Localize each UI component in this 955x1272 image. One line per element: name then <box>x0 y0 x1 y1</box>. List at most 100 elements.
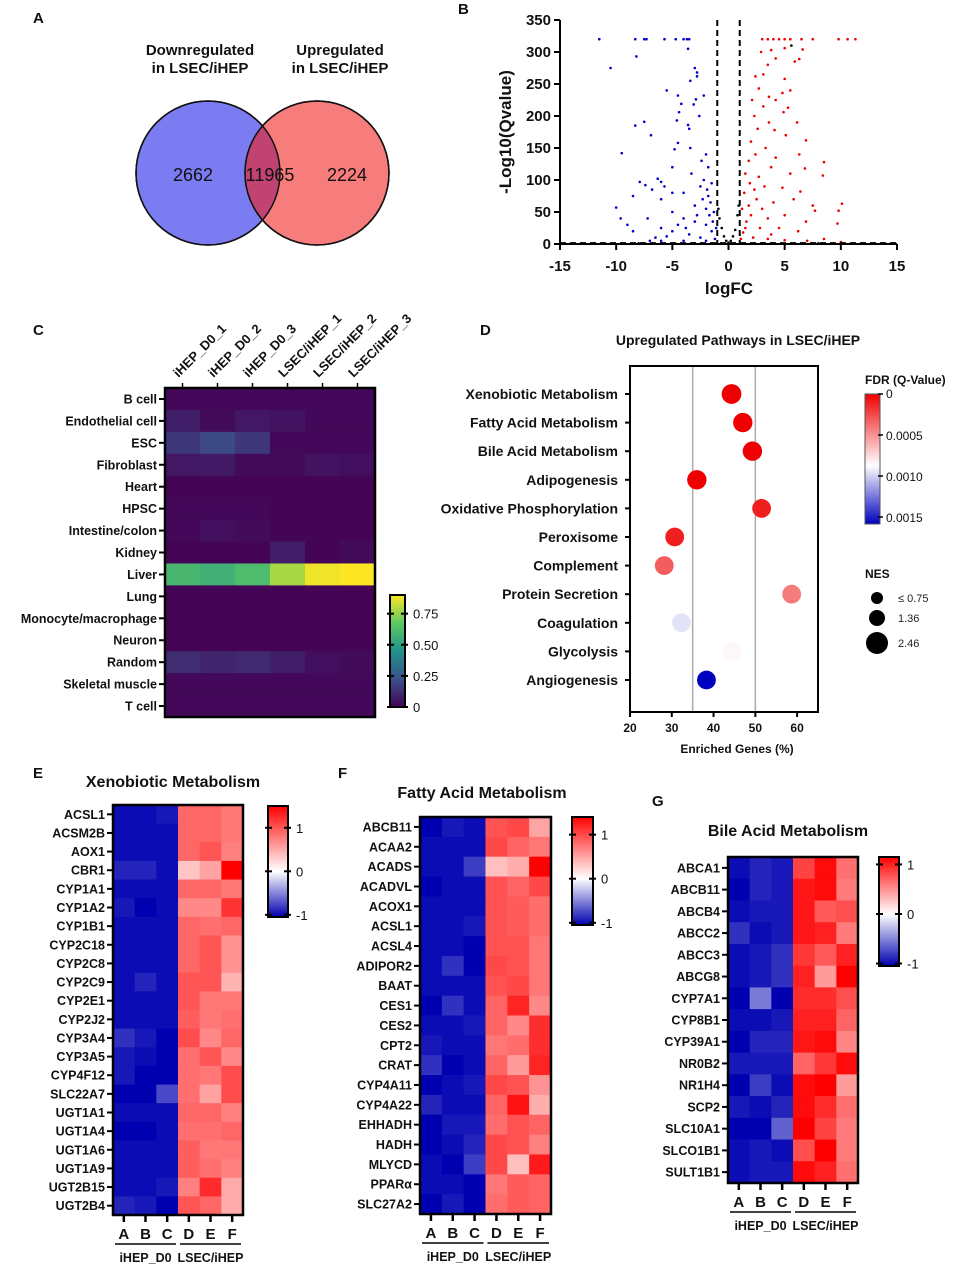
column-label: A <box>118 1226 129 1243</box>
volcano-point-down <box>690 172 693 175</box>
heatmap-cell <box>771 965 794 988</box>
x-tick-label: 60 <box>790 721 804 735</box>
volcano-point-down <box>674 37 678 41</box>
row-label: ACSL4 <box>371 940 412 954</box>
heatmap-cell <box>113 842 136 862</box>
heatmap-cell <box>771 878 794 901</box>
heatmap-cell <box>156 1140 179 1160</box>
volcano-point-up <box>757 87 761 90</box>
volcano-point-down <box>706 194 710 198</box>
bubble <box>782 584 802 604</box>
chart-title: Upregulated Pathways in LSEC/iHEP <box>616 332 860 348</box>
volcano-point-up <box>767 121 771 124</box>
heatmap-cell <box>529 1015 552 1036</box>
volcano-point-down <box>671 165 674 169</box>
volcano-point-up <box>773 128 776 132</box>
heatmap-cell <box>836 900 859 923</box>
volcano-point-up <box>758 226 762 230</box>
column-label: D <box>491 1225 502 1242</box>
heatmap-cell <box>485 1094 508 1116</box>
heatmap-cell <box>178 842 201 862</box>
heatmap-cell <box>507 1154 530 1175</box>
volcano-point-up <box>840 202 844 205</box>
heatmap-cell <box>836 1161 859 1184</box>
heatmap-cell <box>178 1084 201 1104</box>
volcano-point-down <box>676 94 680 97</box>
volcano-point-up <box>742 191 746 195</box>
heatmap-cell <box>305 695 341 718</box>
volcano-point-down <box>694 98 698 101</box>
heatmap-cell <box>441 1015 465 1036</box>
heatmap-cell <box>113 1140 136 1160</box>
heatmap-cell <box>221 991 244 1011</box>
group-label: iHEP_D0 <box>427 1250 479 1264</box>
volcano-point-down <box>686 123 690 127</box>
heatmap-title: Fatty Acid Metabolism <box>397 785 566 802</box>
volcano-point-up <box>762 105 765 108</box>
volcano-point-down <box>631 229 635 233</box>
volcano-point-up <box>766 217 770 220</box>
heatmap-cell <box>463 1075 486 1096</box>
volcano-point-up <box>777 226 781 230</box>
heatmap-cell <box>156 898 179 918</box>
heatmap-cell <box>463 916 486 937</box>
heatmap-cell <box>113 860 136 881</box>
volcano-point-down <box>695 75 699 78</box>
heatmap-cell <box>156 1084 179 1104</box>
row-label: CYP1A2 <box>56 901 105 915</box>
heatmap-cell <box>836 1117 859 1141</box>
heatmap-cell <box>200 388 236 411</box>
volcano-point-down <box>704 223 708 227</box>
heatmap-cell <box>221 1177 244 1197</box>
volcano-point-up <box>813 209 817 213</box>
x-tick-label: 50 <box>749 721 763 735</box>
bubble-chart: Upregulated Pathways in LSEC/iHEP Xenobio… <box>441 332 946 756</box>
heatmap-cell <box>814 987 837 1010</box>
heatmap-cell <box>507 1094 530 1116</box>
volcano-point-down <box>693 66 697 70</box>
volcano-point-up <box>763 185 766 188</box>
row-label: EHHADH <box>359 1118 412 1132</box>
heatmap-cell <box>420 1114 443 1136</box>
volcano-point-down <box>676 223 680 227</box>
heatmap-cell <box>113 898 136 918</box>
y-tick-label: 100 <box>526 172 551 189</box>
heatmap-cell <box>156 1196 179 1216</box>
heatmap-cell <box>814 1074 837 1097</box>
heatmap-cell <box>814 1096 837 1119</box>
heatmap-cell <box>771 1096 794 1119</box>
row-label: CYP2C18 <box>49 938 105 952</box>
heatmap-cell <box>305 519 341 543</box>
heatmap-cell <box>270 497 306 521</box>
nes-legend-circle <box>869 610 885 626</box>
heatmap-cell <box>485 955 508 977</box>
heatmap-cell <box>200 629 236 652</box>
volcano-point-down <box>620 151 624 155</box>
heatmap-cell <box>463 836 486 858</box>
row-label: CYP2C9 <box>56 976 105 990</box>
panel-label: F <box>338 765 347 782</box>
heatmap-cell <box>529 856 552 878</box>
row-label: Neuron <box>113 634 157 648</box>
heatmap-cell <box>836 1009 859 1032</box>
volcano-point-down <box>708 213 711 217</box>
heatmap-cell <box>441 936 465 957</box>
heatmap-cell <box>235 475 271 499</box>
heatmap-cell <box>235 431 271 455</box>
heatmap-cell <box>340 409 376 433</box>
column-label: B <box>140 1226 151 1243</box>
heatmap-cell <box>463 896 486 917</box>
heatmap-cell <box>134 916 157 936</box>
volcano-point-up <box>760 207 764 211</box>
heatmap-cell <box>771 922 794 945</box>
heatmap-cell <box>728 1117 751 1141</box>
heatmap-cell <box>793 1096 816 1119</box>
row-label: Monocyte/macrophage <box>21 612 157 626</box>
venn-count-overlap: 11965 <box>246 165 295 185</box>
pathway-label: Complement <box>533 558 618 574</box>
heatmap-cell <box>199 1159 222 1179</box>
heatmap-cell <box>420 955 443 977</box>
heatmap-cell <box>728 1009 751 1032</box>
heatmap-cell <box>728 1096 751 1119</box>
heatmap-cell <box>178 1047 201 1067</box>
